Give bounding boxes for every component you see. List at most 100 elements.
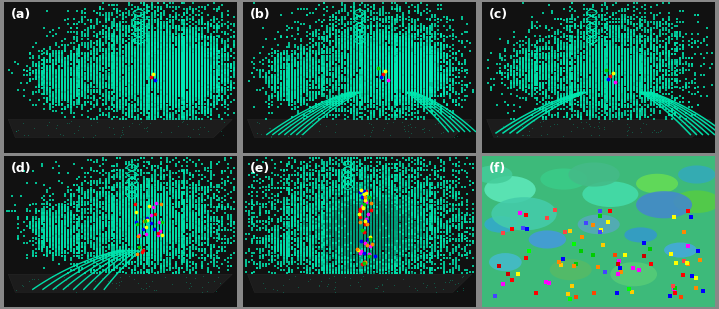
Point — [590, 101, 602, 106]
Point — [298, 222, 310, 227]
Point — [208, 173, 219, 178]
Point — [354, 256, 365, 261]
Point — [179, 91, 191, 96]
Point — [152, 50, 164, 55]
Point — [222, 44, 234, 49]
Point — [634, 296, 646, 301]
Point — [578, 107, 590, 112]
Point — [683, 269, 695, 274]
Point — [360, 192, 371, 197]
Point — [365, 163, 377, 168]
Point — [389, 222, 400, 227]
Point — [515, 260, 526, 265]
Point — [111, 214, 123, 219]
Point — [672, 78, 683, 83]
Point — [152, 210, 164, 215]
Point — [152, 20, 164, 25]
Point — [365, 218, 377, 223]
Point — [532, 65, 544, 70]
Point — [380, 184, 392, 189]
Point — [544, 57, 555, 62]
Point — [53, 84, 65, 89]
Point — [103, 184, 114, 189]
Point — [552, 37, 564, 42]
Point — [120, 73, 132, 78]
Point — [68, 63, 79, 68]
Point — [587, 69, 599, 74]
Point — [374, 63, 385, 68]
Point — [331, 101, 342, 106]
Point — [395, 60, 406, 65]
Point — [83, 26, 94, 31]
Point — [211, 188, 222, 193]
Point — [265, 133, 276, 138]
Point — [132, 182, 144, 187]
Point — [304, 71, 316, 76]
Point — [403, 99, 415, 104]
Point — [371, 169, 383, 174]
Point — [517, 43, 528, 48]
Point — [123, 218, 134, 223]
Point — [114, 26, 126, 31]
Point — [441, 179, 453, 184]
Point — [374, 56, 385, 61]
Point — [395, 216, 406, 221]
Point — [508, 271, 520, 276]
Point — [170, 82, 181, 87]
Point — [672, 20, 683, 25]
Point — [336, 254, 348, 259]
Point — [342, 233, 354, 238]
Point — [345, 213, 357, 218]
Point — [415, 56, 426, 61]
Point — [579, 276, 590, 281]
Point — [284, 265, 296, 270]
Point — [219, 99, 231, 104]
Point — [167, 282, 178, 287]
Point — [354, 201, 365, 206]
Point — [188, 80, 199, 85]
Point — [374, 111, 385, 116]
Point — [503, 40, 514, 45]
Point — [389, 67, 400, 72]
Point — [59, 78, 70, 83]
Point — [389, 258, 400, 263]
Point — [628, 71, 639, 76]
Point — [304, 69, 316, 74]
Point — [109, 65, 120, 70]
Point — [368, 226, 380, 231]
Point — [123, 193, 134, 198]
Point — [398, 82, 409, 87]
Point — [138, 207, 150, 212]
Point — [575, 29, 587, 34]
Point — [161, 112, 173, 117]
Point — [334, 230, 345, 235]
Point — [640, 94, 651, 99]
Point — [345, 243, 357, 248]
Point — [127, 192, 138, 197]
Point — [42, 74, 53, 79]
Point — [141, 63, 152, 68]
Point — [193, 54, 205, 59]
Point — [117, 209, 129, 214]
Point — [179, 86, 191, 91]
Point — [400, 239, 412, 244]
Point — [301, 88, 313, 93]
Point — [406, 57, 418, 62]
Point — [503, 224, 514, 229]
Point — [371, 57, 383, 62]
Point — [298, 169, 310, 174]
Point — [117, 95, 129, 100]
Point — [619, 56, 631, 61]
Point — [147, 204, 159, 209]
Point — [103, 54, 114, 59]
Point — [182, 103, 193, 108]
Point — [354, 237, 365, 242]
Point — [316, 35, 327, 40]
Point — [307, 224, 319, 229]
Point — [199, 54, 211, 59]
Point — [275, 80, 286, 85]
Point — [45, 231, 56, 236]
Point — [266, 216, 278, 221]
Point — [334, 91, 345, 96]
Point — [374, 69, 385, 74]
